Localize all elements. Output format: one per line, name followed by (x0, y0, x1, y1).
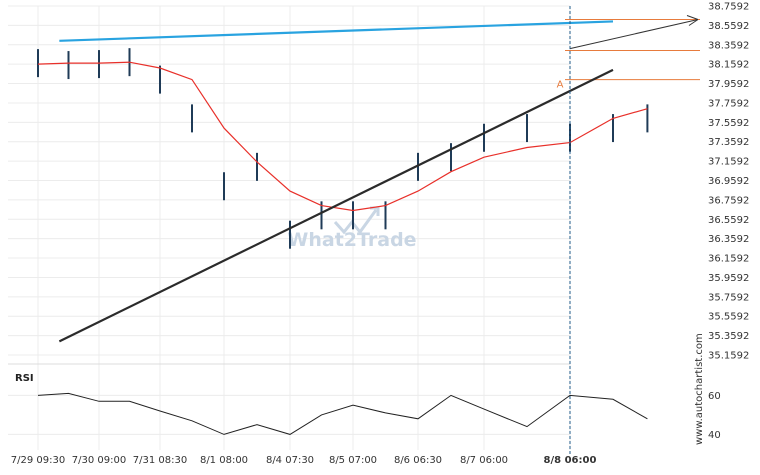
price-y-axis: 38.7592 38.5592 38.3592 38.1592 37.9592 37.75… (708, 2, 749, 362)
rsi-tick-label: 40 (708, 430, 721, 441)
x-tick-label: 8/7 06:00 (460, 455, 508, 466)
x-tick-label: 8/6 06:30 (394, 455, 442, 466)
y-tick-label: 35.1592 (708, 351, 749, 362)
projection-arrow-head (686, 15, 699, 26)
y-tick-label: 37.7592 (708, 98, 749, 109)
y-tick-label: 37.1592 (708, 157, 749, 168)
price-plot: A (37, 6, 700, 454)
credit-text: www.autochartist.com (694, 333, 705, 445)
x-tick-label: 8/4 07:30 (266, 455, 314, 466)
y-tick-label: 35.7592 (708, 292, 749, 303)
projection-arrow (569, 19, 699, 50)
rsi-panel: RSI 60 40 (8, 373, 721, 441)
x-axis: 7/29 09:30 7/30 09:00 7/31 08:30 8/1 08:00 8… (11, 455, 597, 466)
y-tick-label: 38.1592 (708, 60, 749, 71)
x-tick-label: 7/29 09:30 (11, 455, 65, 466)
y-tick-label: 38.5592 (708, 21, 749, 32)
rsi-tick-label: 60 (708, 391, 721, 402)
y-tick-label: 36.1592 (708, 254, 749, 265)
rsi-line (37, 392, 648, 435)
y-tick-label: 37.5592 (708, 118, 749, 129)
x-tick-label: 8/8 06:00 (544, 455, 597, 466)
x-tick-label: 8/5 07:00 (329, 455, 377, 466)
y-tick-label: 36.5592 (708, 215, 749, 226)
watermark-text: What2Trade (287, 229, 416, 251)
y-tick-label: 38.7592 (708, 2, 749, 13)
moving-average-line (37, 61, 648, 212)
y-tick-label: 36.3592 (708, 234, 749, 245)
x-tick-label: 7/31 08:30 (133, 455, 187, 466)
y-tick-label: 35.9592 (708, 273, 749, 284)
y-tick-label: 38.3592 (708, 40, 749, 51)
y-tick-label: 35.3592 (708, 331, 749, 342)
trendline-resistance (59, 20, 614, 42)
y-tick-label: 37.3592 (708, 137, 749, 148)
y-tick-label: 37.9592 (708, 79, 749, 90)
x-tick-label: 7/30 09:00 (72, 455, 126, 466)
y-tick-label: 36.7592 (708, 195, 749, 206)
y-tick-label: 36.9592 (708, 176, 749, 187)
rsi-label: RSI (15, 373, 34, 384)
x-tick-label: 8/1 08:00 (200, 455, 248, 466)
trendline-support (58, 68, 614, 343)
y-tick-label: 35.5592 (708, 312, 749, 323)
marker-label: A (557, 79, 564, 90)
